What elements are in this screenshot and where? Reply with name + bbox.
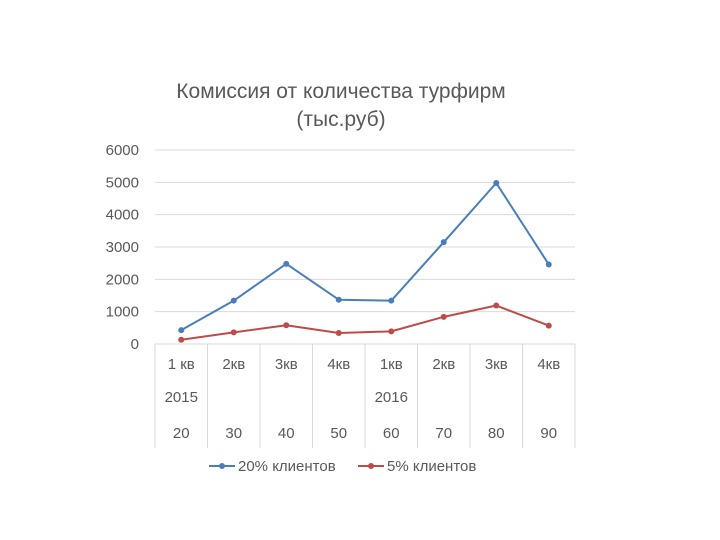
legend-label: 5% клиентов — [387, 458, 476, 475]
legend-label: 20% клиентов — [238, 458, 336, 475]
quarter-label: 2кв — [432, 356, 455, 373]
legend-marker — [368, 463, 374, 469]
agency-count-label: 60 — [383, 425, 400, 442]
y-tick-label: 4000 — [106, 207, 139, 224]
year-label: 2016 — [375, 389, 408, 406]
series-lines — [178, 179, 552, 343]
data-point — [283, 322, 290, 329]
y-axis-tick-labels: 0 1000 2000 3000 4000 5000 6000 — [106, 142, 139, 353]
data-point — [493, 302, 500, 309]
data-point — [388, 297, 395, 304]
agency-count-label: 40 — [278, 425, 295, 442]
quarter-label: 2кв — [222, 356, 245, 373]
data-point — [388, 328, 395, 335]
data-point — [335, 296, 342, 303]
data-point — [178, 327, 185, 334]
y-tick-label: 3000 — [106, 239, 139, 256]
data-point — [545, 261, 552, 268]
data-point — [493, 179, 500, 186]
agency-count-label: 30 — [225, 425, 242, 442]
y-tick-label: 6000 — [106, 142, 139, 159]
agency-count-label: 80 — [488, 425, 505, 442]
quarter-label: 3кв — [275, 356, 298, 373]
agency-count-label: 70 — [435, 425, 452, 442]
data-point — [545, 322, 552, 329]
data-point — [440, 239, 447, 246]
chart-title-line-1: Комиссия от количества турфирм — [176, 80, 505, 103]
data-point — [335, 330, 342, 337]
data-point — [178, 336, 185, 343]
y-tick-label: 0 — [131, 336, 139, 353]
series-line-2 — [181, 304, 550, 341]
quarter-label: 3кв — [485, 356, 508, 373]
legend-marker — [219, 463, 225, 469]
category-axis-table: 1 кв 2кв 3кв 4кв 1кв 2кв 3кв 4кв 2015 2016 20 30 40 5… — [154, 344, 576, 448]
data-point — [230, 329, 237, 336]
legend: 20% клиентов 5% клиентов — [209, 458, 476, 475]
y-tick-label: 5000 — [106, 174, 139, 191]
agency-count-label: 50 — [330, 425, 347, 442]
data-point — [230, 297, 237, 304]
agency-count-label: 20 — [173, 425, 190, 442]
chart-title-line-2: (тыс.руб) — [296, 108, 385, 131]
quarter-label: 4кв — [327, 356, 350, 373]
gridlines — [155, 149, 575, 345]
year-label: 2015 — [165, 389, 198, 406]
data-point — [283, 260, 290, 267]
quarter-label: 1 кв — [168, 356, 195, 373]
agency-count-label: 90 — [540, 425, 557, 442]
quarter-label: 4кв — [537, 356, 560, 373]
quarter-label: 1кв — [380, 356, 403, 373]
y-tick-label: 2000 — [106, 271, 139, 288]
series-line-1 — [180, 181, 550, 331]
y-tick-label: 1000 — [106, 304, 139, 321]
data-point — [440, 313, 447, 320]
